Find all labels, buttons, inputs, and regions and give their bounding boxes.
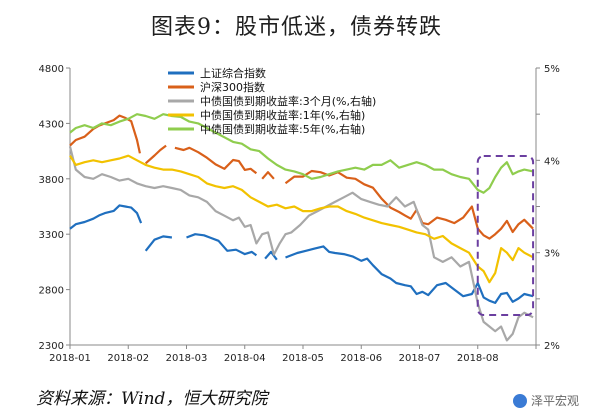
x-axis-tick-label: 2018-07 — [399, 353, 441, 364]
legend-label: 中债国债到期收益率:1年(%,右轴) — [200, 108, 365, 122]
watermark-text: 泽平宏观 — [530, 394, 579, 408]
series-line — [68, 146, 534, 342]
x-axis-tick-label: 2018-08 — [457, 353, 499, 364]
left-axis-tick-label: 2300 — [39, 341, 64, 352]
x-axis-tick-label: 2018-02 — [107, 353, 149, 364]
watermark: 泽平宏观 — [512, 392, 579, 409]
series-line — [69, 114, 534, 240]
left-axis-tick-label: 3800 — [39, 175, 64, 186]
right-axis-tick-label: 5% — [544, 64, 560, 75]
highlight-box — [476, 155, 535, 316]
right-axis-tick-label: 4% — [544, 156, 560, 167]
source-note: 资料来源：Wind，恒大研究院 — [36, 389, 268, 409]
legend-label: 上证综合指数 — [200, 66, 266, 80]
chart-title: 图表9：股市低迷，债券转跌 — [151, 15, 442, 40]
x-axis-tick-label: 2018-01 — [49, 353, 91, 364]
series-line — [69, 113, 534, 194]
x-axis-tick-label: 2018-03 — [166, 353, 208, 364]
left-axis-tick-label: 3300 — [39, 230, 64, 241]
legend-label: 中债国债到期收益率:5年(%,右轴) — [200, 122, 365, 136]
watermark-logo-icon — [512, 393, 527, 408]
x-axis-tick-label: 2018-05 — [282, 353, 324, 364]
series-line — [69, 154, 534, 284]
right-axis-tick-label: 3% — [544, 249, 560, 260]
x-axis-tick-label: 2018-06 — [340, 353, 382, 364]
legend-label: 沪深300指数 — [200, 80, 265, 94]
legend-label: 中债国债到期收益率:3个月(%,右轴) — [200, 94, 376, 108]
left-axis-tick-label: 4800 — [39, 64, 64, 75]
right-axis-tick-label: 2% — [544, 341, 560, 352]
left-axis-tick-label: 2800 — [39, 286, 64, 297]
series-line — [69, 204, 534, 304]
x-axis-tick-label: 2018-04 — [224, 353, 266, 364]
left-axis-tick-label: 4300 — [39, 119, 64, 130]
